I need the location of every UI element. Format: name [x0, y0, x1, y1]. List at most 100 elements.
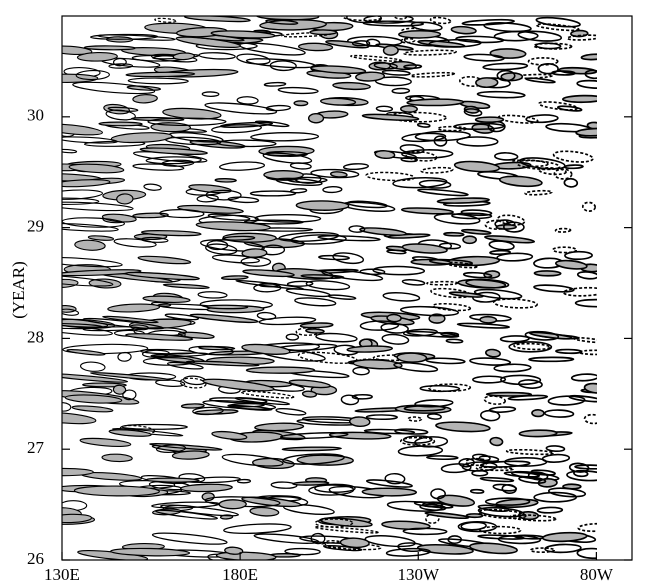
contour-blob — [526, 77, 555, 83]
contour-blob — [494, 364, 531, 372]
contour-blob — [534, 271, 560, 276]
contour-blob — [437, 197, 489, 203]
contour-blob — [581, 54, 606, 60]
contour-blob — [181, 484, 233, 492]
contour-blob — [529, 357, 574, 361]
contour-blob — [353, 367, 369, 375]
contour-blob — [133, 94, 158, 103]
contour-blob — [427, 281, 458, 284]
contour-blob — [376, 106, 392, 111]
contour-blob — [509, 342, 551, 352]
contour-blob — [222, 275, 249, 279]
contour-field — [23, 12, 618, 563]
contour-blob — [295, 297, 336, 307]
contour-blob — [408, 417, 421, 421]
contour-blob — [72, 405, 113, 413]
contour-blob — [366, 171, 415, 181]
contour-blob — [102, 454, 132, 462]
contour-blob — [84, 46, 135, 50]
contour-blob — [152, 531, 227, 547]
contour-blob — [578, 523, 614, 532]
contour-blob — [399, 31, 441, 38]
contour-blob — [545, 544, 581, 553]
contour-blob — [382, 70, 410, 76]
contour-blob — [558, 105, 582, 111]
contour-blob — [196, 221, 270, 232]
contour-blob — [526, 114, 558, 123]
contour-blob — [266, 105, 290, 111]
y-tick-label: 30 — [27, 106, 44, 125]
contour-blob — [318, 235, 380, 242]
contour-blob — [500, 336, 529, 342]
contour-blob — [296, 201, 348, 211]
contour-blob — [271, 482, 297, 489]
contour-blob — [246, 367, 314, 373]
contour-blob — [251, 132, 319, 141]
contour-blob — [198, 291, 227, 298]
contour-blob — [490, 437, 503, 446]
contour-blob — [75, 239, 106, 251]
contour-blob — [215, 178, 236, 182]
contour-blob — [285, 548, 320, 555]
contour-blob — [534, 284, 574, 293]
chart: (YEAR) 2627282930130E180E130W80W — [0, 0, 649, 586]
contour-blob — [411, 72, 455, 78]
contour-blob — [341, 395, 359, 406]
contour-blob — [556, 349, 582, 353]
contour-blob — [415, 399, 453, 407]
contour-blob — [398, 445, 442, 456]
contour-blob — [546, 445, 564, 451]
contour-blob — [555, 259, 587, 270]
contour-blob — [576, 128, 612, 136]
contour-blob — [223, 233, 276, 242]
contour-blob — [278, 87, 318, 94]
contour-blob — [294, 101, 308, 106]
contour-blob — [397, 353, 427, 363]
contour-blob — [219, 500, 246, 509]
x-tick-label: 180E — [222, 565, 258, 584]
contour-blob — [577, 548, 607, 559]
contour-blob — [321, 98, 356, 106]
contour-blob — [444, 232, 464, 236]
contour-blob — [316, 332, 358, 343]
contour-blob — [418, 188, 469, 197]
contour-blob — [421, 167, 453, 174]
contour-blob — [569, 395, 602, 403]
contour-blob — [202, 377, 274, 393]
contour-blob — [212, 124, 262, 134]
contour-blob — [291, 188, 307, 193]
contour-blob — [584, 414, 601, 424]
contour-blob — [80, 361, 105, 372]
contour-blob — [58, 149, 76, 153]
contour-blob — [286, 334, 298, 340]
contour-blob — [387, 314, 401, 322]
contour-blob — [208, 213, 250, 221]
contour-blob — [365, 534, 416, 548]
contour-blob — [572, 374, 599, 382]
contour-blob — [576, 300, 618, 307]
contour-blob — [564, 178, 577, 187]
contour-blob — [246, 57, 315, 69]
contour-blob — [302, 391, 316, 398]
contour-blob — [366, 479, 412, 489]
contour-blob — [582, 202, 595, 212]
contour-blob — [407, 99, 463, 106]
contour-blob — [542, 532, 586, 542]
contour-blob — [485, 349, 500, 358]
contour-blob — [143, 295, 190, 303]
contour-blob — [55, 402, 71, 411]
contour-blob — [463, 236, 476, 243]
contour-blob — [417, 123, 430, 128]
contour-blob — [480, 477, 513, 482]
contour-blob — [462, 229, 491, 235]
contour-blob — [219, 161, 264, 171]
contour-blob — [426, 358, 465, 364]
contour-blob — [489, 406, 515, 412]
contour-blob — [525, 190, 552, 195]
contour-blob — [493, 298, 537, 309]
contour-blob — [181, 404, 204, 409]
contour-blob — [255, 423, 304, 432]
contour-blob — [276, 407, 306, 416]
contour-blob — [279, 231, 339, 242]
contour-blob — [575, 465, 606, 469]
